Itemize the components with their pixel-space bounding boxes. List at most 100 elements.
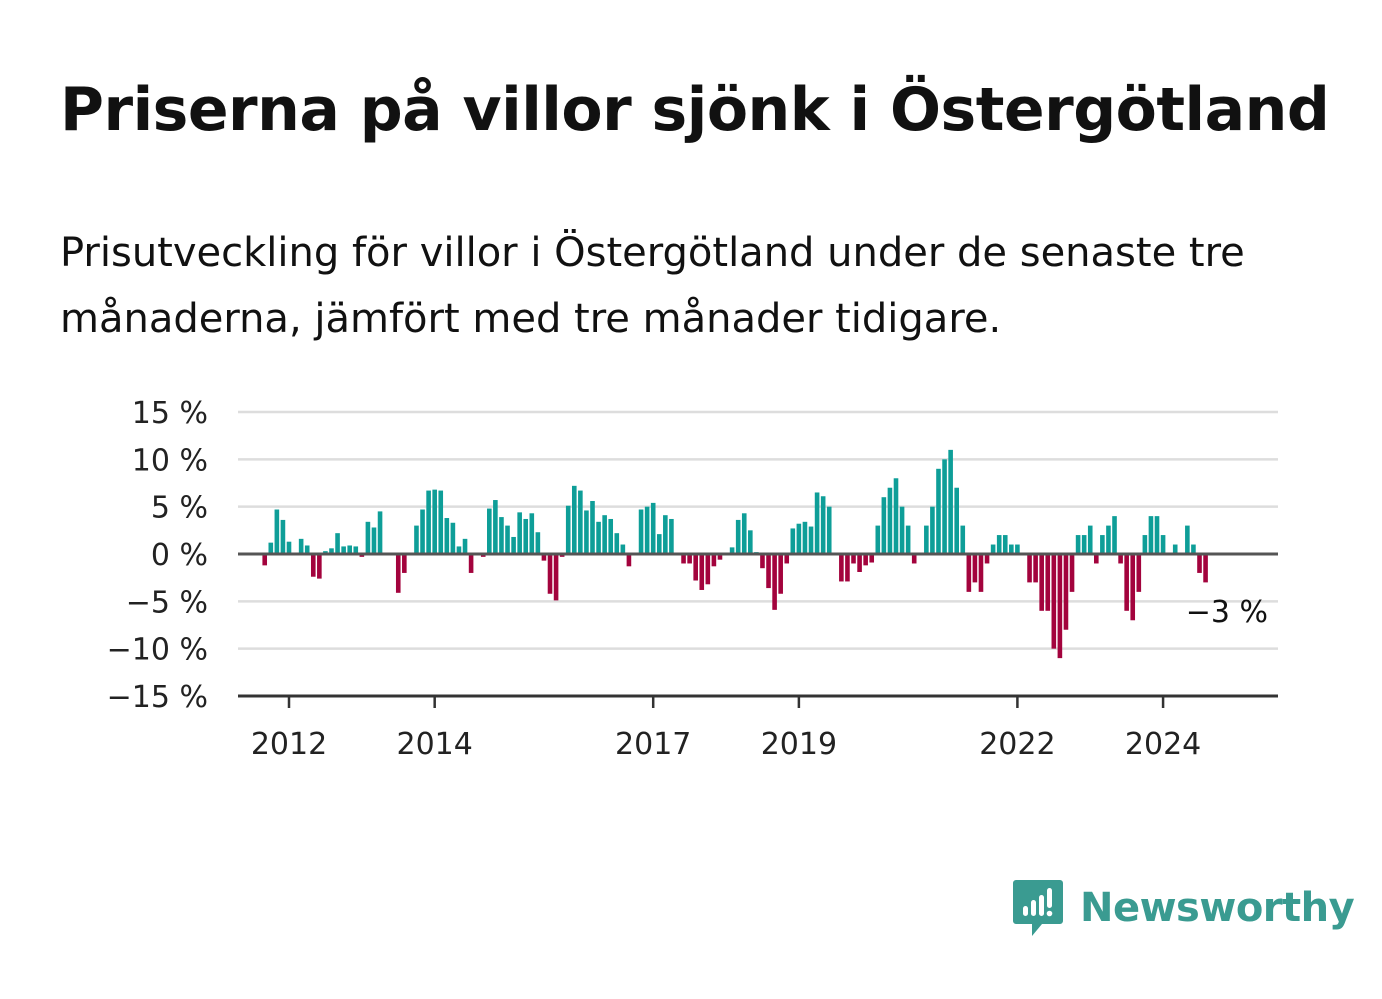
- bar: [778, 554, 783, 594]
- bar: [869, 554, 875, 563]
- bar: [863, 554, 868, 566]
- bar: [444, 518, 450, 554]
- bar: [298, 538, 304, 554]
- bar: [450, 522, 456, 554]
- bar: [426, 490, 431, 554]
- bar: [699, 554, 705, 590]
- brand-name: Newsworthy: [1080, 885, 1355, 931]
- x-tick-label: 2012: [251, 727, 327, 762]
- bar: [1015, 544, 1020, 554]
- bar: [766, 554, 771, 589]
- bar: [1124, 554, 1129, 611]
- y-tick-label: 5 %: [151, 491, 208, 526]
- y-tick-label: −15 %: [107, 680, 208, 715]
- bar: [693, 554, 698, 581]
- bar: [535, 532, 541, 554]
- bar: [1009, 544, 1014, 554]
- bar: [808, 526, 814, 554]
- bar: [820, 496, 826, 554]
- bar: [456, 546, 462, 554]
- bar: [948, 449, 953, 554]
- bar: [505, 525, 510, 554]
- bar: [930, 506, 935, 554]
- bar: [1094, 554, 1099, 564]
- bar: [711, 554, 717, 567]
- last-value-annotation: −3 %: [1186, 595, 1268, 630]
- bar: [960, 525, 966, 554]
- y-tick-label: 0 %: [151, 538, 208, 573]
- bar: [1051, 554, 1057, 649]
- newsworthy-logo-icon: [1013, 880, 1063, 936]
- bar: [656, 534, 662, 554]
- bar: [1203, 554, 1208, 583]
- bar: [487, 508, 492, 554]
- bar: [1033, 554, 1038, 583]
- x-tick-label: 2014: [397, 727, 473, 762]
- bar: [602, 515, 607, 554]
- bar: [905, 525, 911, 554]
- bar: [802, 521, 808, 554]
- bar: [851, 554, 856, 564]
- bar: [553, 554, 559, 601]
- y-tick-label: −10 %: [107, 633, 208, 668]
- bar: [614, 533, 620, 554]
- bar: [681, 554, 686, 564]
- bar: [735, 519, 741, 554]
- bar: [1148, 516, 1154, 554]
- bar: [341, 546, 346, 554]
- bar: [857, 554, 862, 572]
- bar: [1045, 554, 1051, 611]
- bar: [1118, 554, 1123, 564]
- bar: [347, 545, 352, 554]
- bar: [669, 518, 674, 554]
- bar: [1106, 525, 1111, 554]
- bar: [353, 546, 359, 554]
- bar: [1185, 525, 1190, 554]
- bar: [335, 533, 340, 554]
- y-axis-tick-labels: 15 % 10 % 5 % 0 % −5 % −10 % −15 %: [107, 396, 208, 715]
- bar: [565, 505, 571, 554]
- bar: [511, 536, 516, 554]
- bar: [638, 509, 644, 554]
- bar: [663, 515, 668, 554]
- bar: [365, 521, 371, 554]
- grid-lines: [238, 410, 1278, 650]
- bar: [936, 468, 941, 554]
- bar: [438, 490, 444, 554]
- bar: [517, 512, 522, 554]
- bar: [310, 554, 316, 577]
- y-tick-label: 10 %: [132, 443, 208, 478]
- bar: [329, 548, 334, 554]
- x-tick-label: 2022: [979, 727, 1055, 762]
- bar: [626, 554, 632, 567]
- bar: [790, 528, 796, 554]
- x-tick-label: 2024: [1125, 727, 1201, 762]
- bar: [796, 523, 802, 554]
- bar: [687, 554, 692, 564]
- bar: [1130, 554, 1136, 621]
- bar: [571, 485, 577, 554]
- bar: [954, 487, 959, 554]
- chart-subtitle: Prisutveckling för villor i Östergötland…: [60, 230, 1245, 342]
- bar: [875, 525, 881, 554]
- y-tick-label: 15 %: [132, 396, 208, 431]
- bar: [1100, 535, 1105, 554]
- bar: [1154, 516, 1160, 554]
- bar: [420, 509, 425, 554]
- bar: [839, 554, 844, 582]
- bar: [996, 535, 1002, 554]
- bar: [899, 506, 905, 554]
- bar: [1081, 535, 1087, 554]
- bar: [584, 510, 589, 554]
- chart-title: Priserna på villor sjönk i Östergötland: [60, 75, 1330, 145]
- bar: [620, 544, 626, 554]
- bar: [1136, 554, 1142, 592]
- bar: [717, 554, 723, 560]
- bar: [881, 497, 887, 554]
- bar: [1087, 525, 1093, 554]
- bar: [826, 506, 832, 554]
- bar: [547, 554, 553, 594]
- bar: [1069, 554, 1075, 592]
- bar: [1027, 554, 1032, 583]
- bar: [1160, 535, 1166, 554]
